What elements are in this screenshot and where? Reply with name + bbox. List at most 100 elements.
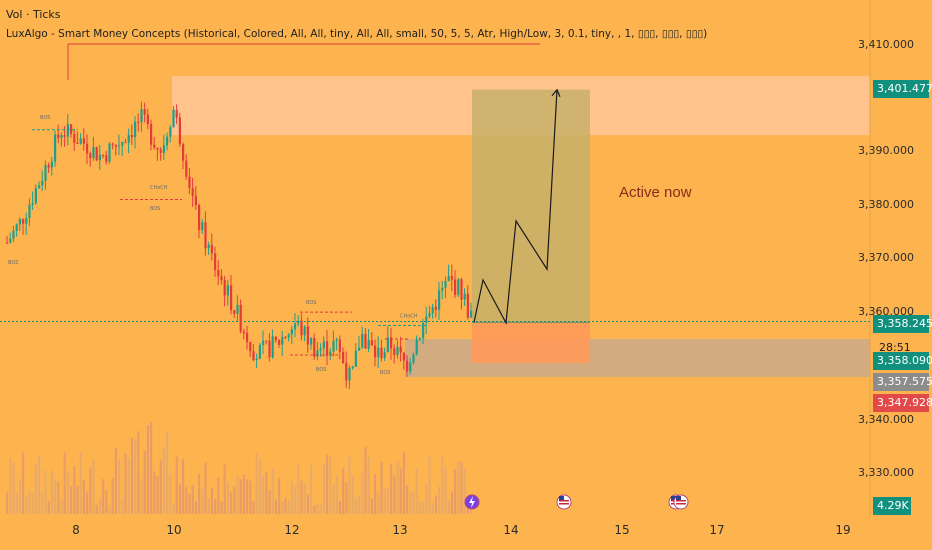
candle [204,222,207,249]
candle [434,306,437,310]
candle [271,336,274,358]
candle [441,287,444,291]
volume-bar [127,457,130,514]
candle [9,238,12,243]
volume-bar [114,447,117,514]
volume-bar [406,485,409,514]
annotation-active-now: Active now [619,184,692,201]
volume-bar [9,457,12,514]
candle [415,339,418,355]
candle [268,340,271,358]
indicator-label[interactable]: LuxAlgo - Smart Money Concepts (Historic… [6,28,708,40]
candle [246,332,249,342]
volume-bar [348,455,351,514]
volume-bar [351,475,354,514]
candle [210,244,213,254]
volume-bar [460,461,463,514]
volume-bar [409,492,412,514]
candle [470,310,473,318]
candle [194,195,197,206]
candle [287,334,290,338]
candle [329,351,332,356]
candle [358,347,361,351]
volume-bar [258,459,261,514]
candle [412,354,415,363]
candle [396,346,399,356]
candle [345,362,348,381]
volume-bar [182,459,185,514]
volume-bar [102,479,105,514]
candle [79,138,82,144]
candle [466,293,469,318]
smc-label: CHoCH [400,313,418,319]
candle [134,121,137,138]
candle [348,368,351,381]
volume-bar [444,466,447,514]
volume-bar [50,470,53,514]
candle [377,347,380,358]
candle [290,329,293,335]
volume-bar [214,499,217,514]
volume-bar [118,458,121,514]
x-tick: 14 [503,523,519,537]
volume-bar [159,459,162,514]
y-tick: 3,410.000 [858,38,914,51]
candle [297,320,300,324]
candle [361,333,364,348]
candle [92,147,95,159]
smc-label: BOS [40,115,50,121]
volume-bar [364,446,367,514]
volume-bar [230,492,233,514]
y-tick: 3,330.000 [858,466,914,479]
flag-stripe [676,503,686,505]
volume-bar [121,498,124,514]
y-tick: 3,370.000 [858,251,914,264]
volume-bar [15,493,18,514]
candle [89,153,92,159]
lightning-icon [469,496,475,508]
candle [399,346,402,353]
candle [300,320,303,336]
volume-bar [111,478,114,514]
volume-bar [354,497,357,514]
volume-bar [383,488,386,514]
volume-bar [217,476,220,514]
volume-bar [188,493,191,514]
candle [76,142,79,144]
volume-bar [313,505,316,514]
volume-bar [249,480,252,514]
candle [182,144,185,161]
volume-bar [70,486,73,514]
projection-arrowhead [551,88,561,97]
candle [364,333,367,349]
smc-label: BOS [380,370,390,376]
volume-bar [274,499,277,514]
candle [409,362,412,372]
x-tick: 17 [709,523,725,537]
volume-bar [108,505,111,514]
target-price-badge: 3,401.477 [873,80,932,98]
candle [335,339,338,341]
volume-badge: 4.29K [873,497,911,515]
candle [198,205,201,230]
candle [28,204,31,218]
candle [463,293,466,300]
volume-bar [204,462,207,514]
candle [105,155,108,162]
volume-bar [134,438,137,514]
candle [306,326,309,345]
volume-indicator-label[interactable]: Vol · Ticks [6,8,61,21]
volume-bar [367,457,370,514]
volume-bar [175,456,178,514]
candle [124,142,127,144]
candle [223,280,226,296]
candle [137,121,140,123]
bid-price-badge: 3,358.090 [873,352,932,370]
volume-bar [12,463,15,514]
candle [380,347,383,359]
smc-label: CHoCH [150,185,168,191]
candle [332,340,335,352]
candle [95,147,98,161]
